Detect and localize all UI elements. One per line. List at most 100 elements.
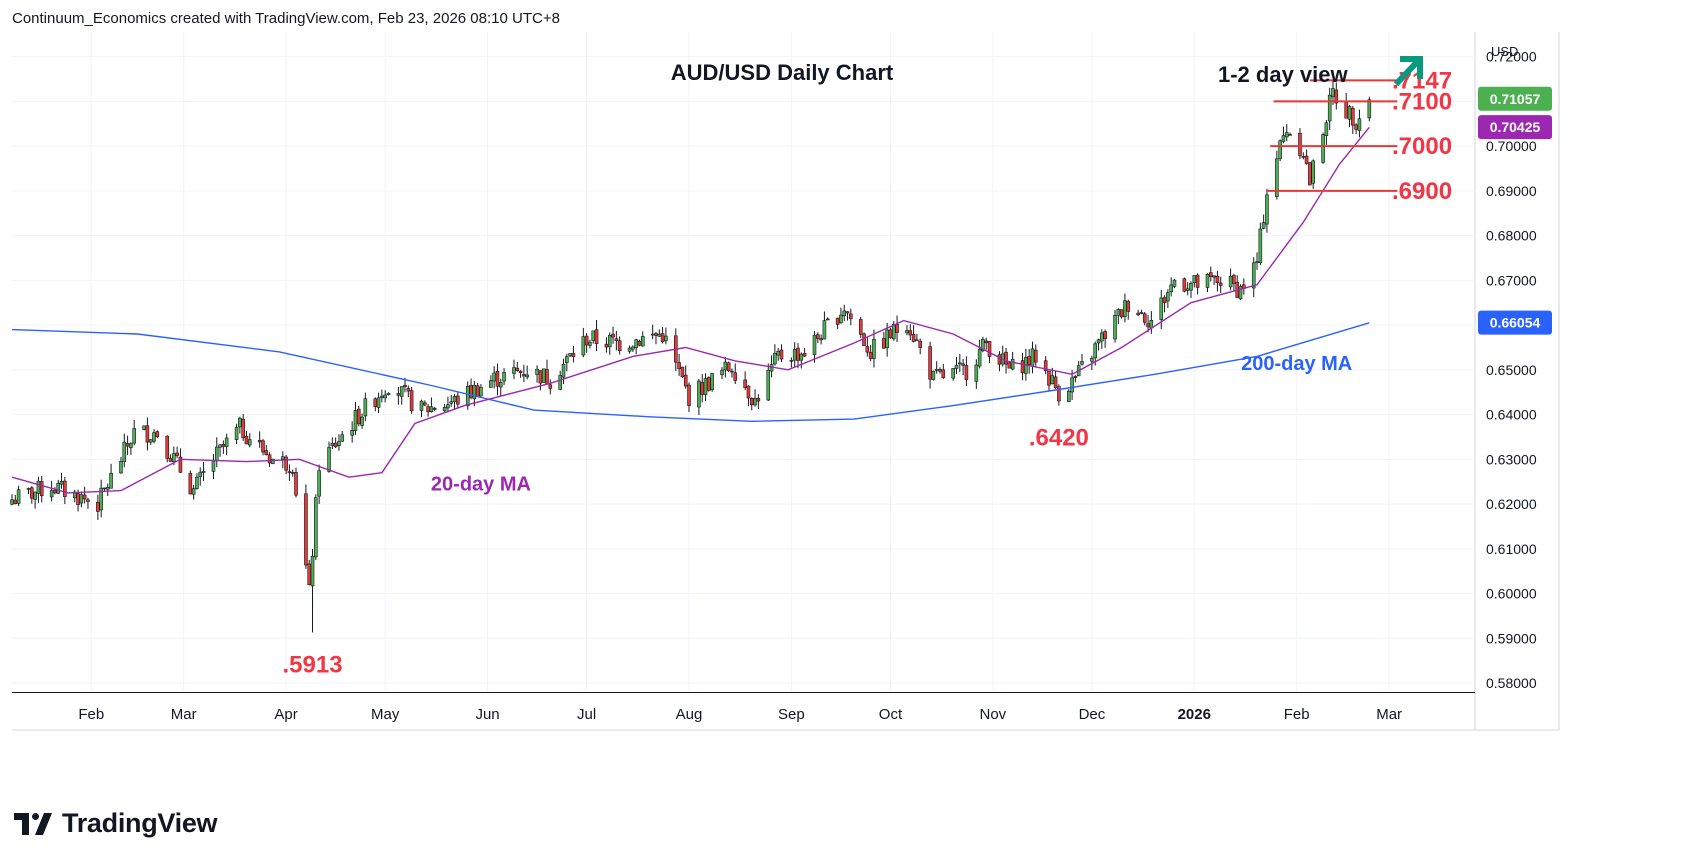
candle[interactable]	[588, 341, 592, 346]
candle[interactable]	[812, 334, 817, 355]
candle[interactable]	[214, 446, 219, 462]
candle[interactable]	[934, 369, 939, 371]
candle[interactable]	[746, 385, 751, 399]
candle[interactable]	[350, 430, 354, 436]
candle[interactable]	[1255, 261, 1259, 263]
candle[interactable]	[535, 368, 539, 375]
candle[interactable]	[33, 491, 37, 500]
candle[interactable]	[617, 340, 622, 352]
candle[interactable]	[1027, 356, 1031, 365]
candle[interactable]	[594, 329, 599, 344]
candle[interactable]	[56, 482, 61, 494]
candle[interactable]	[1192, 275, 1197, 283]
candle[interactable]	[1126, 301, 1131, 312]
candle[interactable]	[789, 360, 794, 362]
candle[interactable]	[475, 385, 480, 398]
candle[interactable]	[284, 456, 288, 471]
candle[interactable]	[446, 404, 450, 409]
candle[interactable]	[1354, 124, 1358, 130]
candle[interactable]	[429, 406, 434, 413]
candle[interactable]	[571, 353, 576, 357]
candle[interactable]	[247, 439, 252, 446]
candle[interactable]	[426, 406, 430, 413]
candle[interactable]	[1232, 275, 1236, 284]
candle[interactable]	[538, 370, 543, 384]
candle[interactable]	[39, 481, 44, 497]
candle[interactable]	[287, 471, 292, 473]
candle[interactable]	[1258, 228, 1263, 263]
candle[interactable]	[211, 460, 216, 472]
candle[interactable]	[773, 353, 777, 365]
candle[interactable]	[221, 444, 226, 447]
candle[interactable]	[1278, 140, 1282, 159]
candle[interactable]	[627, 347, 632, 352]
candle[interactable]	[294, 472, 298, 496]
candle[interactable]	[1123, 300, 1127, 317]
candle[interactable]	[1172, 279, 1177, 287]
price-tag[interactable]	[1478, 310, 1552, 335]
candle[interactable]	[568, 353, 572, 357]
candle[interactable]	[191, 488, 196, 495]
candle[interactable]	[1334, 89, 1339, 104]
candle[interactable]	[1047, 370, 1051, 386]
candle[interactable]	[660, 333, 665, 342]
candle[interactable]	[1136, 312, 1140, 316]
candle[interactable]	[409, 390, 414, 412]
candle[interactable]	[155, 431, 160, 437]
candle[interactable]	[640, 336, 645, 347]
candle[interactable]	[1070, 377, 1074, 393]
candle[interactable]	[822, 320, 827, 340]
candle[interactable]	[1311, 160, 1315, 184]
candle[interactable]	[726, 362, 731, 372]
price-tag[interactable]	[1478, 86, 1552, 111]
candle[interactable]	[964, 365, 969, 380]
candle[interactable]	[469, 385, 473, 398]
candle[interactable]	[1162, 297, 1167, 303]
candle[interactable]	[1169, 284, 1173, 293]
candle[interactable]	[631, 346, 635, 350]
candle[interactable]	[545, 369, 549, 385]
candle[interactable]	[802, 353, 807, 357]
candle[interactable]	[1327, 94, 1332, 122]
candle[interactable]	[987, 341, 992, 357]
candle[interactable]	[743, 379, 747, 389]
candle[interactable]	[591, 330, 596, 341]
candle[interactable]	[657, 333, 662, 337]
candle[interactable]	[53, 490, 57, 494]
candle[interactable]	[148, 439, 153, 443]
candle[interactable]	[799, 353, 804, 361]
candle[interactable]	[541, 368, 546, 383]
candle[interactable]	[82, 494, 87, 500]
candle[interactable]	[1185, 288, 1190, 291]
candle[interactable]	[1298, 132, 1302, 156]
candle[interactable]	[380, 395, 384, 398]
candle[interactable]	[1139, 312, 1144, 314]
candle[interactable]	[650, 333, 655, 336]
candle[interactable]	[449, 401, 454, 404]
candle[interactable]	[749, 398, 754, 406]
candle[interactable]	[1331, 88, 1335, 98]
candle[interactable]	[244, 435, 249, 445]
candle[interactable]	[261, 440, 265, 453]
candle[interactable]	[779, 349, 784, 360]
candle[interactable]	[611, 333, 615, 338]
candle[interactable]	[105, 487, 110, 490]
candle[interactable]	[1304, 155, 1309, 164]
candle[interactable]	[1007, 362, 1012, 369]
candle[interactable]	[129, 443, 133, 449]
candle[interactable]	[406, 388, 411, 392]
candle[interactable]	[119, 461, 123, 474]
candle[interactable]	[178, 456, 183, 473]
candle[interactable]	[720, 369, 724, 376]
candle[interactable]	[766, 369, 771, 401]
candle[interactable]	[796, 347, 800, 361]
candle[interactable]	[565, 356, 569, 363]
candle[interactable]	[525, 374, 529, 378]
candle[interactable]	[1357, 118, 1362, 131]
candle[interactable]	[102, 487, 107, 490]
candle[interactable]	[122, 441, 127, 462]
candle[interactable]	[1030, 348, 1035, 367]
candle[interactable]	[498, 382, 503, 388]
candle[interactable]	[1344, 101, 1348, 119]
candle[interactable]	[403, 384, 407, 388]
